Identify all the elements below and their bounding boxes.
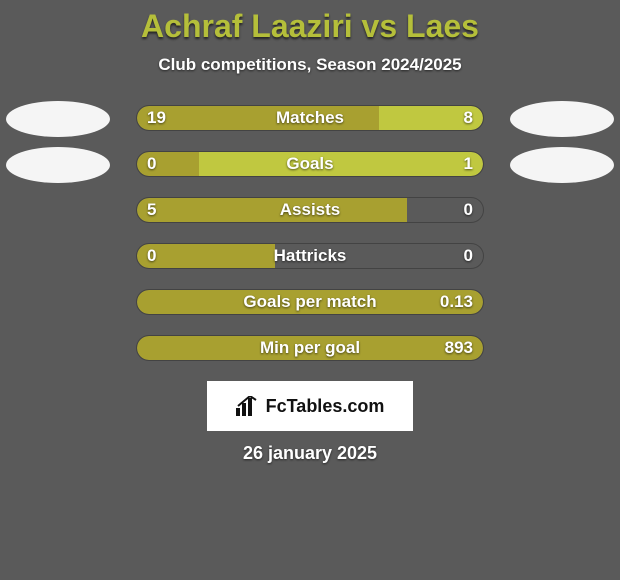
stat-bar: Hattricks 0 0: [136, 243, 484, 269]
bar-fill-left: [137, 244, 275, 268]
stat-label: Hattricks: [274, 246, 347, 266]
stat-value-left: 0: [147, 154, 156, 174]
player2-avatar: [510, 147, 614, 183]
stat-bar: Goals per match 0.13: [136, 289, 484, 315]
stat-row: Goals 0 1: [0, 151, 620, 179]
stat-bar: Assists 5 0: [136, 197, 484, 223]
stat-row: Matches 19 8: [0, 105, 620, 133]
player1-avatar: [6, 147, 110, 183]
stat-row: Min per goal 893: [0, 335, 620, 363]
stat-value-left: 19: [147, 108, 166, 128]
stat-value-right: 0: [464, 200, 473, 220]
watermark: FcTables.com: [207, 381, 413, 431]
stat-value-left: 5: [147, 200, 156, 220]
player1-avatar: [6, 101, 110, 137]
stats-area: Matches198Goals01Assists50Hattricks00Goa…: [0, 105, 620, 363]
stat-value-right: 1: [464, 154, 473, 174]
comparison-container: Achraf Laaziri vs Laes Club competitions…: [0, 0, 620, 580]
stat-row: Goals per match 0.13: [0, 289, 620, 317]
footer-date: 26 january 2025: [0, 443, 620, 464]
stat-label: Matches: [276, 108, 344, 128]
stat-bar: Goals 0 1: [136, 151, 484, 177]
stat-label: Goals: [286, 154, 333, 174]
stat-row: Assists 5 0: [0, 197, 620, 225]
stat-value-right: 893: [445, 338, 473, 358]
page-subtitle: Club competitions, Season 2024/2025: [0, 55, 620, 75]
stat-bar: Min per goal 893: [136, 335, 484, 361]
stat-value-right: 8: [464, 108, 473, 128]
stat-label: Goals per match: [243, 292, 376, 312]
watermark-text: FcTables.com: [266, 396, 385, 417]
bar-fill-left: [137, 198, 407, 222]
stat-value-right: 0.13: [440, 292, 473, 312]
page-title: Achraf Laaziri vs Laes: [0, 8, 620, 45]
stat-label: Min per goal: [260, 338, 360, 358]
player2-avatar: [510, 101, 614, 137]
stat-value-right: 0: [464, 246, 473, 266]
stat-value-left: 0: [147, 246, 156, 266]
chart-icon: [236, 396, 260, 416]
stat-bar: Matches 19 8: [136, 105, 484, 131]
stat-label: Assists: [280, 200, 340, 220]
bar-fill-right: [199, 152, 483, 176]
stat-row: Hattricks 0 0: [0, 243, 620, 271]
